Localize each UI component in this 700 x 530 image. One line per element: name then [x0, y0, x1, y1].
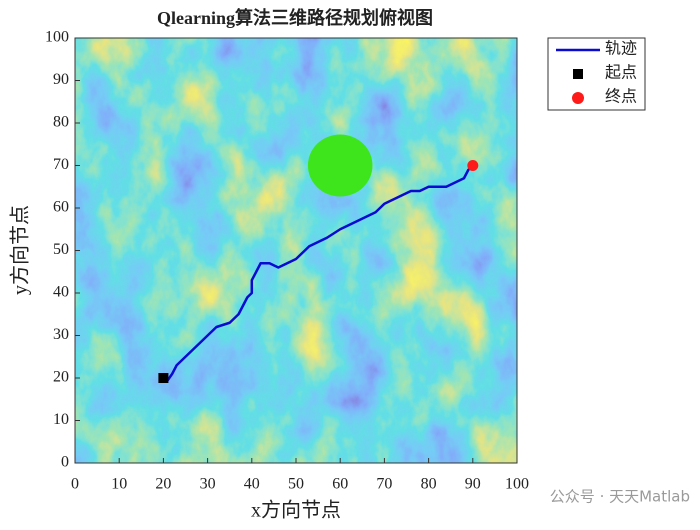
- y-tick-label: 20: [53, 369, 69, 386]
- x-axis-label: x方向节点: [251, 499, 341, 522]
- x-tick-label: 0: [71, 476, 79, 493]
- legend-swatch: [572, 92, 584, 104]
- start-marker: [158, 373, 169, 383]
- x-tick-label: 80: [421, 476, 437, 493]
- x-tick-label: 40: [244, 476, 260, 493]
- y-tick-label: 80: [53, 114, 69, 131]
- legend-label: 终点: [605, 88, 637, 106]
- x-tick-label: 50: [288, 476, 304, 493]
- path-line: [162, 164, 474, 382]
- y-tick-label: 100: [45, 29, 69, 46]
- obstacle: [307, 134, 373, 197]
- y-tick-label: 40: [53, 284, 69, 301]
- x-tick-label: 90: [465, 476, 481, 493]
- y-axis-label: y方向节点: [9, 205, 32, 295]
- x-tick-label: 70: [376, 476, 392, 493]
- y-tick-label: 50: [53, 241, 69, 258]
- x-tick-label: 60: [332, 476, 348, 493]
- legend-label: 起点: [605, 64, 637, 82]
- legend-label: 轨迹: [605, 40, 637, 58]
- y-tick-label: 60: [53, 199, 69, 216]
- watermark: 公众号 · 天天Matlab: [550, 488, 690, 506]
- chart-title: Qlearning算法三维路径规划俯视图: [157, 7, 433, 28]
- x-tick-label: 100: [505, 476, 529, 493]
- end-marker: [467, 160, 479, 171]
- y-tick-label: 70: [53, 156, 69, 173]
- y-tick-label: 0: [61, 454, 69, 471]
- legend-swatch: [573, 69, 583, 79]
- x-tick-label: 20: [155, 476, 171, 493]
- y-tick-label: 30: [53, 326, 69, 343]
- x-tick-label: 30: [200, 476, 216, 493]
- x-tick-label: 10: [111, 476, 127, 493]
- y-tick-label: 10: [53, 411, 69, 428]
- terrain-map: [75, 38, 517, 463]
- plot-area: [158, 134, 479, 383]
- y-tick-label: 90: [53, 71, 69, 88]
